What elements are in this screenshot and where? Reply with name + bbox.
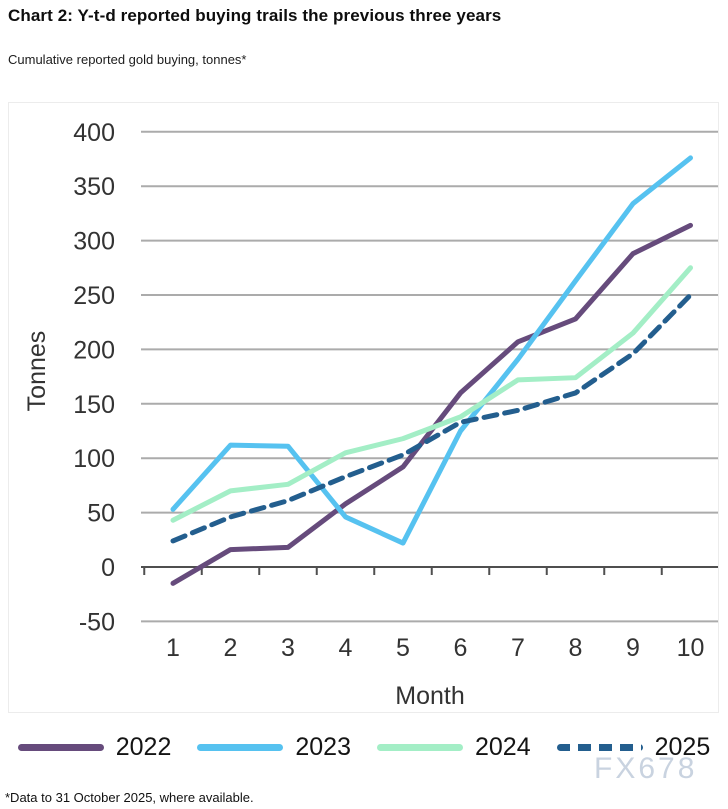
legend-item-2024: 2024 bbox=[377, 733, 531, 762]
legend-swatch-2024 bbox=[377, 743, 463, 751]
legend-label-2023: 2023 bbox=[295, 732, 351, 761]
y-tick-label-0: 0 bbox=[101, 554, 115, 582]
series-line-2023 bbox=[170, 155, 693, 546]
x-axis-title: Month bbox=[395, 682, 464, 710]
y-axis-title: Tonnes bbox=[23, 331, 51, 412]
line-chart-svg: 400 350 300 250 200 150 100 50 0 -50 1 2 3 4 5 6 7 8 9 10 To… bbox=[23, 119, 718, 710]
x-tick-label-8: 8 bbox=[569, 634, 583, 662]
y-tick-label-400: 400 bbox=[73, 119, 115, 147]
x-tick-label-2: 2 bbox=[224, 634, 238, 662]
x-tick-label-3: 3 bbox=[281, 634, 295, 662]
data-footnote: *Data to 31 October 2025, where availabl… bbox=[5, 790, 254, 805]
y-tick-label-300: 300 bbox=[73, 228, 115, 256]
series-line-2025 bbox=[170, 292, 693, 544]
x-tick-label-1: 1 bbox=[166, 634, 180, 662]
x-tick-label-9: 9 bbox=[626, 634, 640, 662]
y-tick-label-250: 250 bbox=[73, 282, 115, 310]
legend-swatch-2023 bbox=[197, 743, 284, 751]
x-tick-label-7: 7 bbox=[511, 634, 525, 662]
legend-label-2024: 2024 bbox=[475, 732, 531, 761]
chart-legend: 2022 2023 2024 2025 bbox=[0, 727, 728, 767]
fx678-watermark: FX678 bbox=[594, 752, 698, 785]
y-tick-label-350: 350 bbox=[73, 173, 115, 201]
chart-title: Chart 2: Y-t-d reported buying trails th… bbox=[8, 6, 502, 25]
x-tick-label-5: 5 bbox=[396, 634, 410, 662]
legend-swatch-2022 bbox=[17, 743, 104, 751]
legend-item-2023: 2023 bbox=[197, 733, 351, 762]
y-tick-label-200: 200 bbox=[73, 336, 115, 364]
series-line-2024 bbox=[170, 265, 693, 523]
legend-swatch-2025 bbox=[556, 743, 643, 751]
chart-panel: 400 350 300 250 200 150 100 50 0 -50 1 2 3 4 5 6 7 8 9 10 To… bbox=[8, 102, 719, 713]
x-tick-label-6: 6 bbox=[454, 634, 468, 662]
legend-item-2025: 2025 bbox=[556, 732, 711, 762]
y-tick-label-150: 150 bbox=[73, 391, 115, 419]
y-tick-label-100: 100 bbox=[73, 445, 115, 473]
x-tick-label-4: 4 bbox=[339, 634, 353, 662]
y-tick-label-50: 50 bbox=[87, 500, 115, 528]
legend-item-2022: 2022 bbox=[17, 732, 172, 762]
y-tick-label--50: -50 bbox=[79, 608, 115, 636]
legend-label-2022: 2022 bbox=[115, 732, 172, 761]
chart-subtitle: Cumulative reported gold buying, tonnes* bbox=[8, 52, 247, 67]
x-tick-label-10: 10 bbox=[677, 634, 705, 662]
legend-label-2025: 2025 bbox=[654, 732, 711, 761]
